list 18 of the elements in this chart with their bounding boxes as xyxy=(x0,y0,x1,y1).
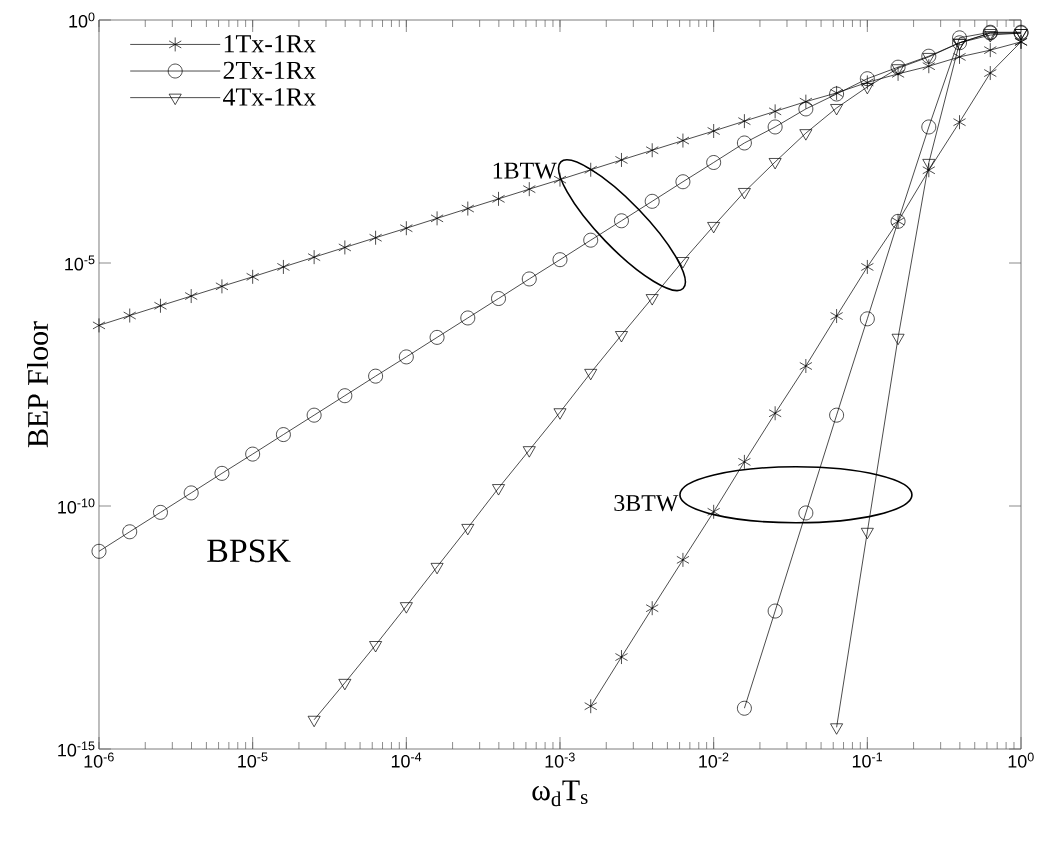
y-tick-label: 10$^{0}$ xyxy=(69,12,95,28)
x-tick-label: 10$^{-6}$ xyxy=(84,752,114,768)
x-tick-label: 10$^{-2}$ xyxy=(699,752,729,768)
legend-label: 4Tx-1Rx xyxy=(223,88,316,106)
x-tick-label: 10$^{-1}$ xyxy=(852,752,883,768)
y-axis-title: BEP Floor xyxy=(27,321,49,448)
x-tick-label: 10$^{-4}$ xyxy=(391,752,422,768)
legend-label: 2Tx-1Rx xyxy=(223,61,316,79)
x-tick-label: 10$^{-3}$ xyxy=(545,752,575,768)
annotation: 3BTW xyxy=(614,494,679,512)
annotation: BPSK xyxy=(207,539,291,563)
y-tick-label: 10$^{-5}$ xyxy=(65,255,95,271)
x-axis-title: ω$_{d}$T$_{s}$ xyxy=(532,780,588,807)
annotation: 1BTW xyxy=(493,162,557,179)
x-tick-label: 10$^{0}$ xyxy=(1008,752,1034,768)
x-tick-label: 10$^{-5}$ xyxy=(238,752,268,768)
y-tick-label: 10$^{-10}$ xyxy=(58,498,95,514)
legend-label: 1Tx-1Rx xyxy=(224,35,316,53)
